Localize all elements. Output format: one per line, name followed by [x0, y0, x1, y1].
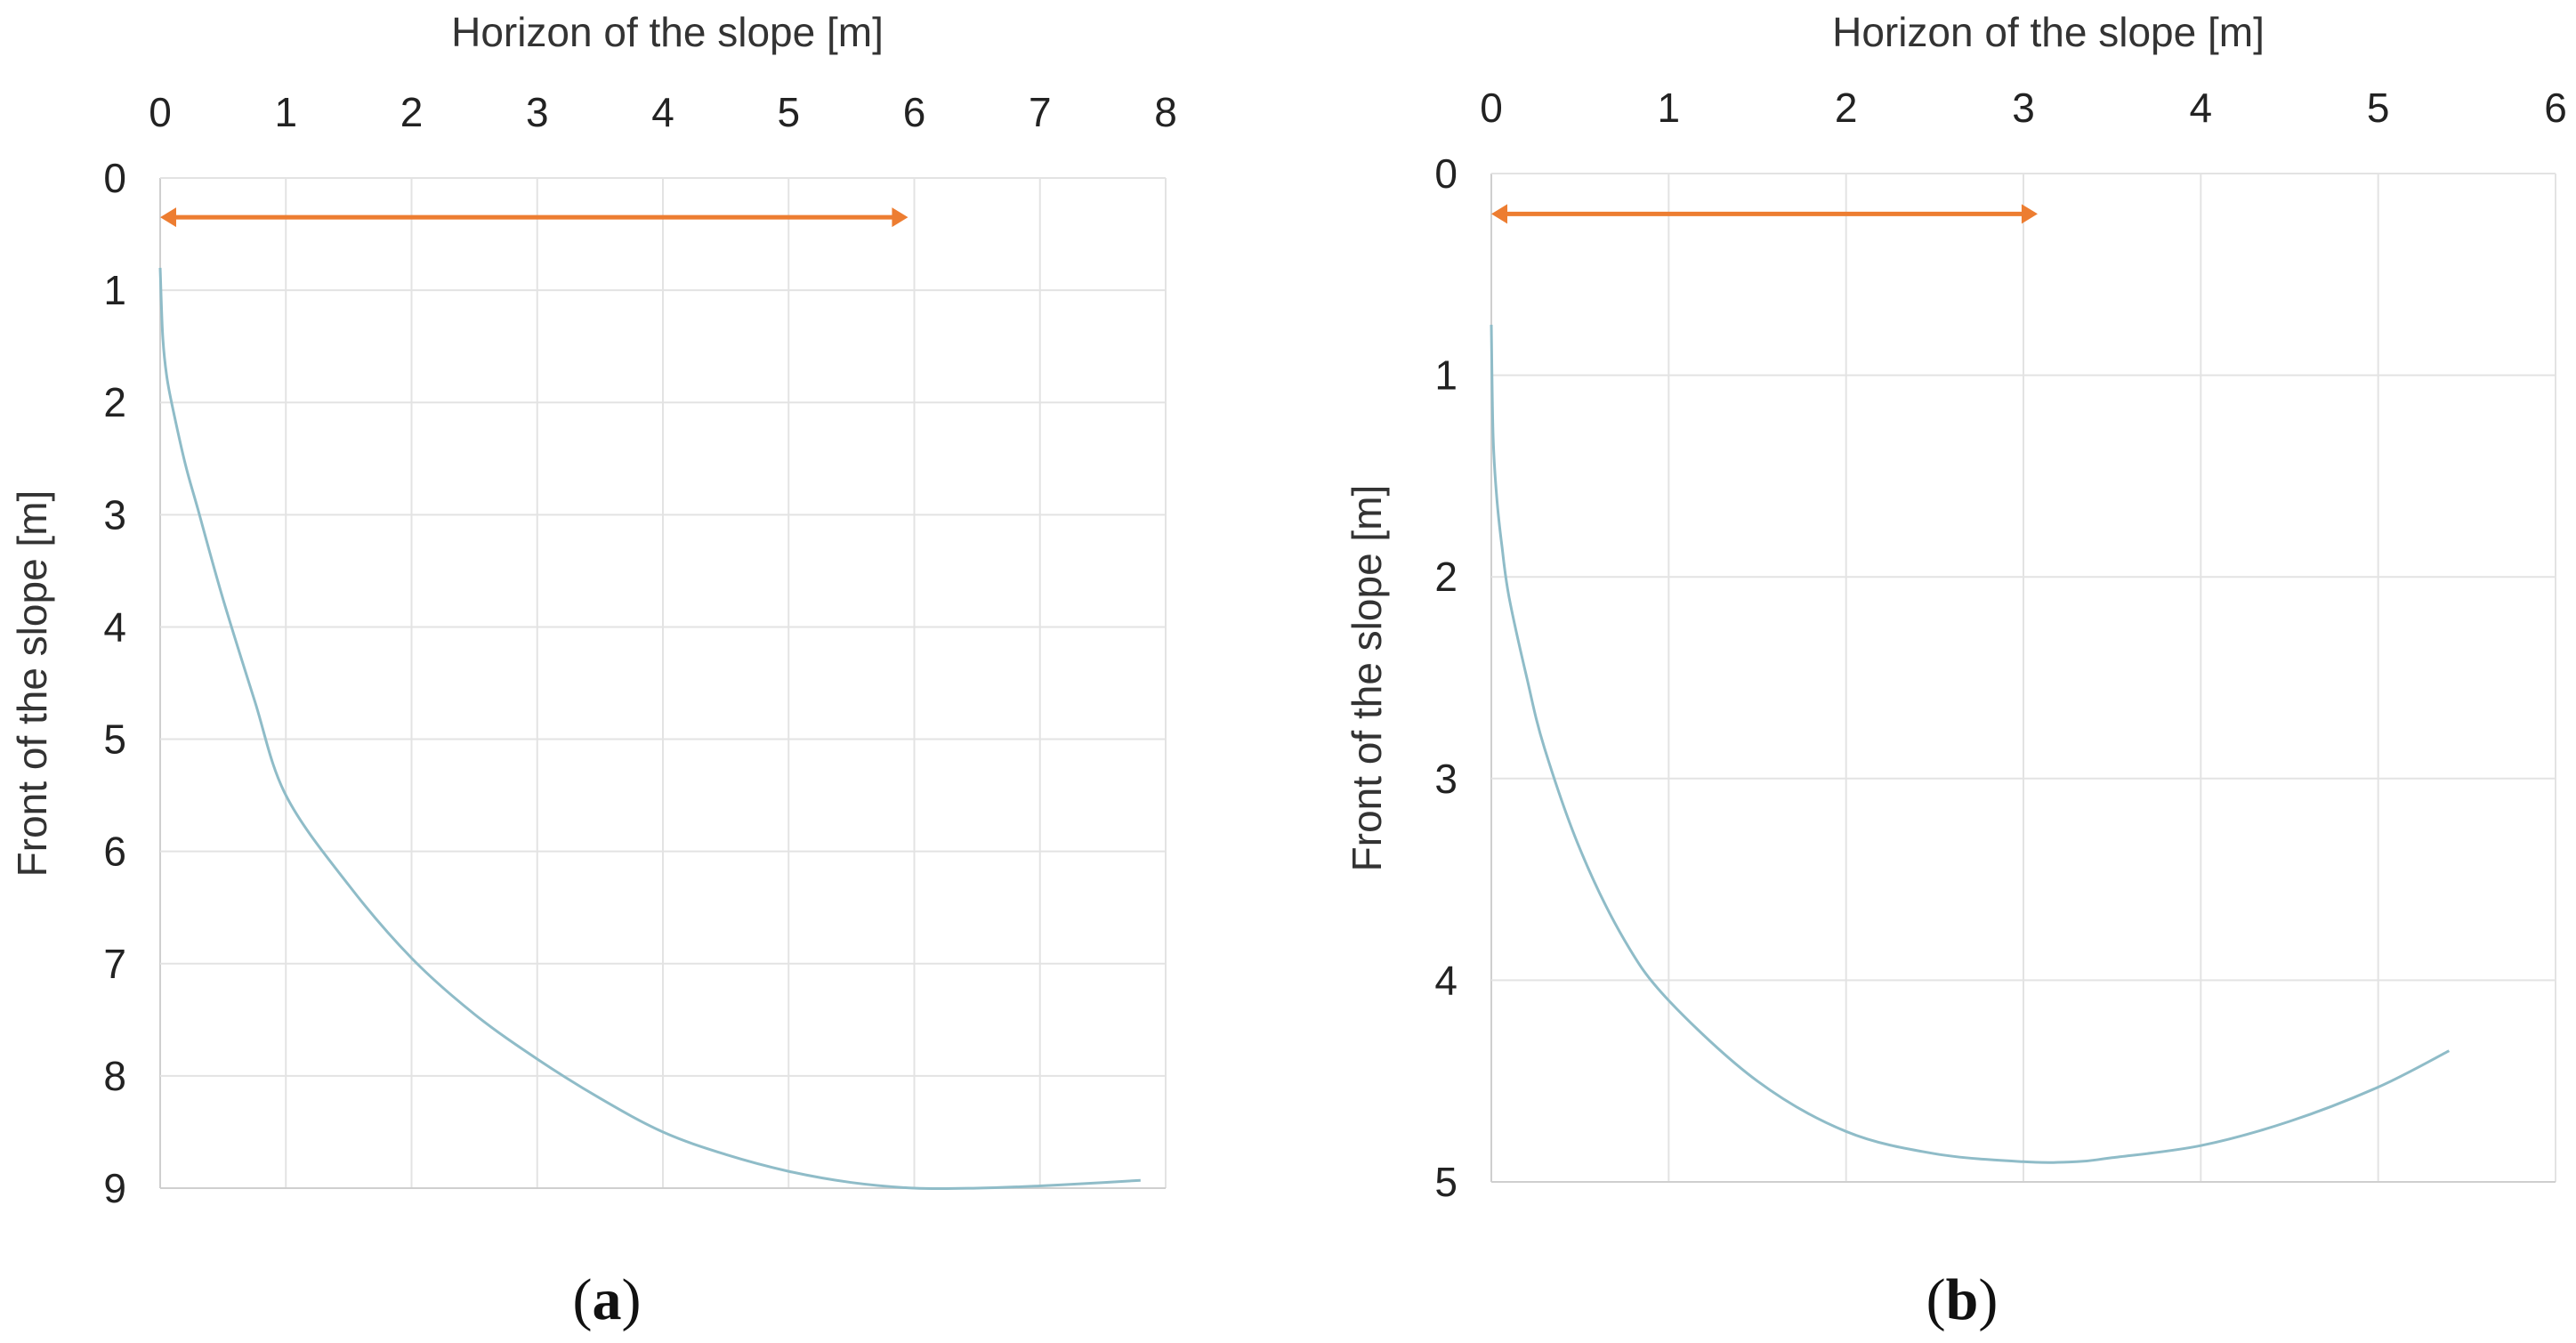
- x-tick-label: 2: [1835, 85, 1858, 131]
- y-tick-label: 6: [103, 829, 126, 875]
- x-tick-label: 7: [1029, 89, 1052, 135]
- y-tick-label: 4: [103, 603, 126, 650]
- y-tick-label: 5: [103, 716, 126, 763]
- y-tick-label: 0: [103, 155, 126, 201]
- series-line-b: [1490, 324, 2451, 1164]
- x-tick-label: 2: [400, 89, 424, 135]
- x-tick-label: 6: [2544, 85, 2567, 131]
- x-tick-label: 0: [149, 89, 172, 135]
- series-line-a: [158, 267, 1141, 1191]
- y-tick-label: 7: [103, 941, 126, 987]
- y-tick-label: 2: [1434, 554, 1458, 600]
- x-tick-labels-a: 0 1 2 3 4 5 6 7 8: [149, 89, 1177, 135]
- arrow-head-right: [2021, 204, 2038, 224]
- y-tick-label: 4: [1434, 957, 1458, 1003]
- x-axis-title-a: Horizon of the slope [m]: [451, 9, 884, 55]
- x-tick-label: 3: [526, 89, 549, 135]
- x-tick-label: 1: [274, 89, 297, 135]
- x-tick-label: 4: [651, 89, 674, 135]
- x-tick-label: 5: [777, 89, 800, 135]
- x-tick-label: 8: [1154, 89, 1177, 135]
- x-axis-title-b: Horizon of the slope [m]: [1832, 9, 2265, 55]
- y-tick-label: 2: [103, 379, 126, 425]
- double-arrow-b: [1491, 204, 2038, 224]
- panel-label-a: (a): [573, 1267, 642, 1332]
- x-tick-label: 3: [2012, 85, 2035, 131]
- y-axis-title-a: Front of the slope [m]: [9, 490, 55, 878]
- x-tick-label: 6: [903, 89, 926, 135]
- y-tick-labels-b: 0 1 2 3 4 5: [1434, 150, 1458, 1205]
- x-tick-label: 4: [2190, 85, 2213, 131]
- grid-a: [159, 177, 1167, 1189]
- y-tick-label: 5: [1434, 1159, 1458, 1205]
- x-tick-label: 1: [1658, 85, 1681, 131]
- chart-panel-a: 0 1 2 3 4 5 6 7 8 0 1 2 3 4 5 6 7 8 9 Horizon of the slop…: [9, 9, 1177, 1332]
- grid-b: [1490, 173, 2556, 1183]
- y-tick-label: 3: [103, 491, 126, 538]
- y-tick-label: 1: [103, 267, 126, 313]
- x-tick-labels-b: 0 1 2 3 4 5 6: [1480, 85, 2567, 131]
- y-axis-title-b: Front of the slope [m]: [1344, 485, 1390, 872]
- y-tick-label: 1: [1434, 352, 1458, 399]
- y-tick-label: 3: [1434, 756, 1458, 802]
- panel-label-b: (b): [1926, 1267, 1999, 1332]
- double-arrow-a: [160, 207, 908, 228]
- arrow-head-left: [160, 207, 176, 228]
- x-tick-label: 5: [2367, 85, 2390, 131]
- y-tick-label: 8: [103, 1053, 126, 1099]
- arrow-head-left: [1491, 204, 1507, 224]
- panel-letter-b: b: [1946, 1267, 1979, 1332]
- y-tick-label: 0: [1434, 150, 1458, 197]
- x-tick-label: 0: [1480, 85, 1503, 131]
- y-tick-label: 9: [103, 1165, 126, 1211]
- panel-letter-a: a: [593, 1267, 622, 1332]
- y-tick-labels-a: 0 1 2 3 4 5 6 7 8 9: [103, 155, 126, 1211]
- arrow-head-right: [892, 207, 908, 228]
